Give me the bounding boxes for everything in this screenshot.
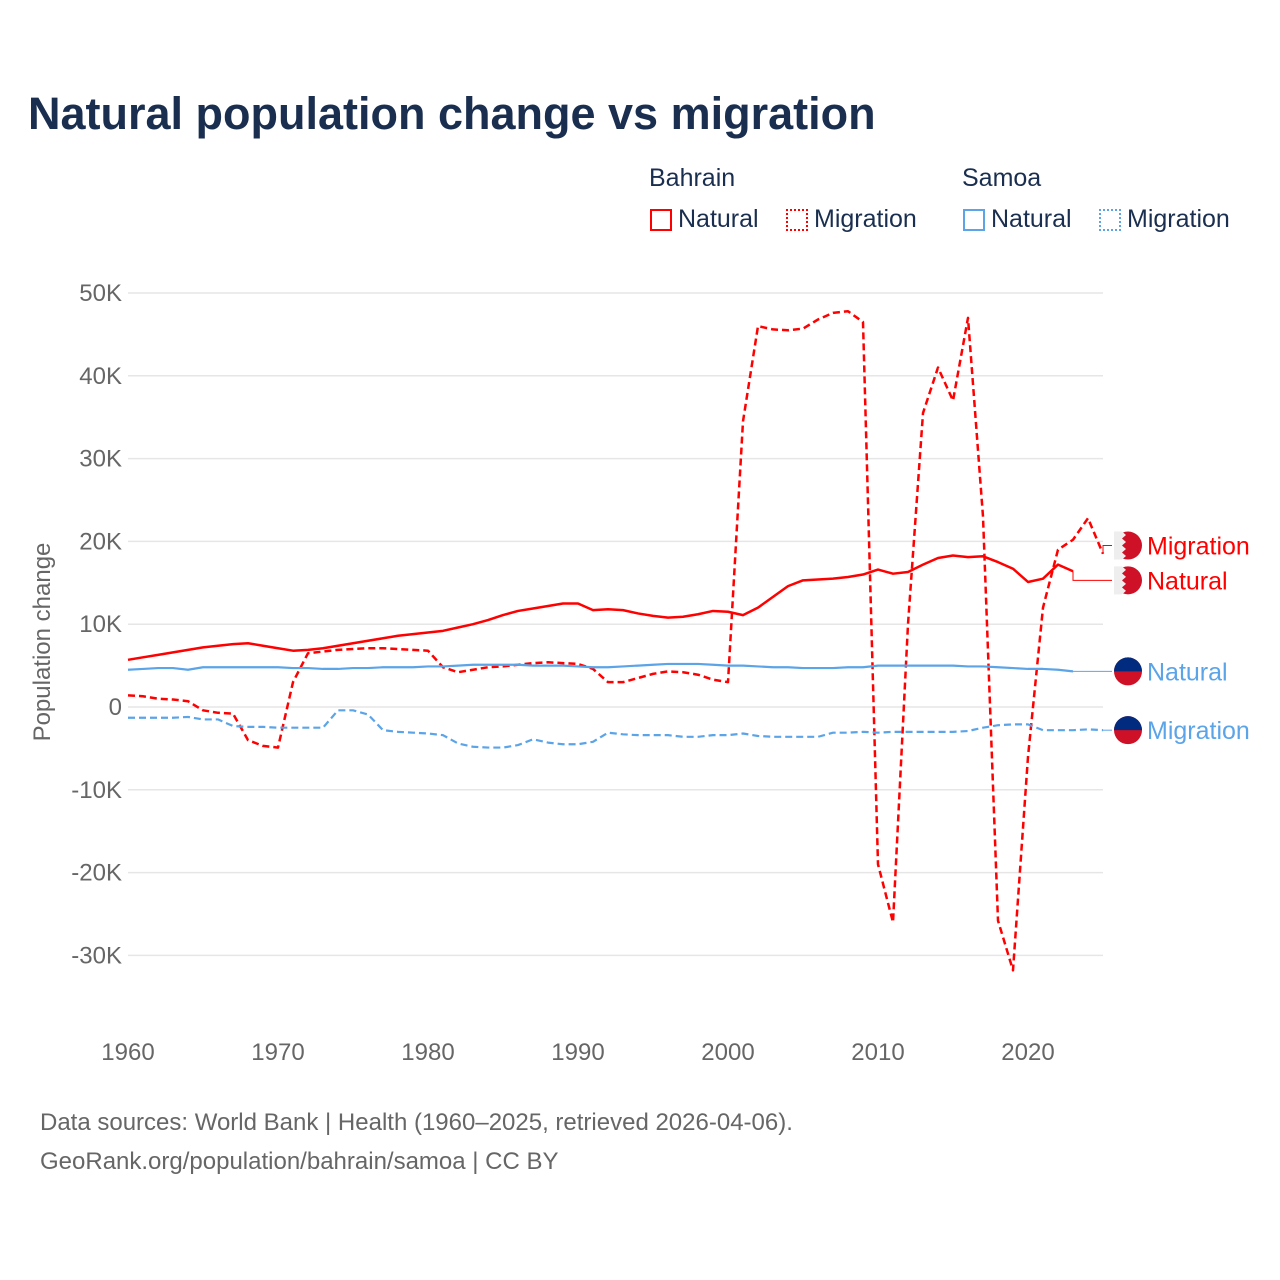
- x-tick-label: 1980: [401, 1039, 454, 1066]
- y-tick-label: 40K: [79, 363, 122, 390]
- series-line-samoa-natural: [127, 662, 1074, 673]
- legend-item-samoa-natural[interactable]: Natural: [963, 205, 1072, 234]
- legend-label: Natural: [991, 205, 1072, 233]
- y-tick-label: 10K: [79, 611, 122, 638]
- legend-label: Migration: [1127, 205, 1230, 233]
- x-tick-label: 1960: [101, 1039, 154, 1066]
- series-line-bahrain-natural: [127, 554, 1074, 662]
- x-tick-label: 1970: [251, 1039, 304, 1066]
- x-tick-label: 2000: [701, 1039, 754, 1066]
- footer-source: Data sources: World Bank | Health (1960–…: [40, 1109, 793, 1136]
- end-label-bahrain-natural: Natural: [1147, 567, 1228, 595]
- label-connector: [1102, 545, 1112, 554]
- y-tick-label: -10K: [71, 777, 122, 804]
- legend-item-bahrain-migration[interactable]: Migration: [786, 205, 917, 234]
- legend-group-bahrain: Bahrain: [649, 164, 736, 192]
- x-tick-label: 2020: [1001, 1039, 1054, 1066]
- bahrain-flag-stripe: [1114, 566, 1126, 595]
- legend-swatch-dotted: [1099, 208, 1121, 231]
- y-tick-label: 20K: [79, 528, 122, 555]
- y-tick-label: -30K: [71, 942, 122, 969]
- samoa-flag-canton: [1114, 657, 1142, 672]
- x-tick-label: 1990: [551, 1039, 604, 1066]
- bahrain-flag-stripe: [1114, 531, 1126, 560]
- y-tick-label: 0: [109, 694, 122, 721]
- footer-url[interactable]: GeoRank.org/population/bahrain/samoa | C…: [40, 1148, 559, 1175]
- label-connector: [1072, 571, 1112, 581]
- end-label-samoa-natural: Natural: [1147, 658, 1228, 686]
- chart-title: Natural population change vs migration: [28, 88, 876, 139]
- legend-item-bahrain-natural[interactable]: Natural: [650, 205, 759, 234]
- series-line-bahrain-migration: [127, 309, 1105, 972]
- y-tick-label: 50K: [79, 280, 122, 307]
- y-tick-label: 30K: [79, 446, 122, 473]
- legend-swatch-dotted: [786, 208, 808, 231]
- legend-label: Migration: [814, 205, 917, 233]
- legend-label: Natural: [678, 205, 759, 233]
- y-tick-label: -20K: [71, 860, 122, 887]
- y-axis-label: Population change: [29, 543, 56, 742]
- legend-item-samoa-migration[interactable]: Migration: [1099, 205, 1230, 234]
- samoa-flag-canton: [1114, 716, 1142, 731]
- x-tick-label: 2010: [851, 1039, 904, 1066]
- legend-swatch-solid: [963, 208, 985, 231]
- legend-group-samoa: Samoa: [962, 164, 1042, 192]
- series-line-samoa-migration: [128, 709, 1104, 749]
- end-label-samoa-migration: Migration: [1147, 717, 1250, 745]
- end-label-bahrain-migration: Migration: [1147, 533, 1250, 561]
- legend-swatch-solid: [650, 208, 672, 231]
